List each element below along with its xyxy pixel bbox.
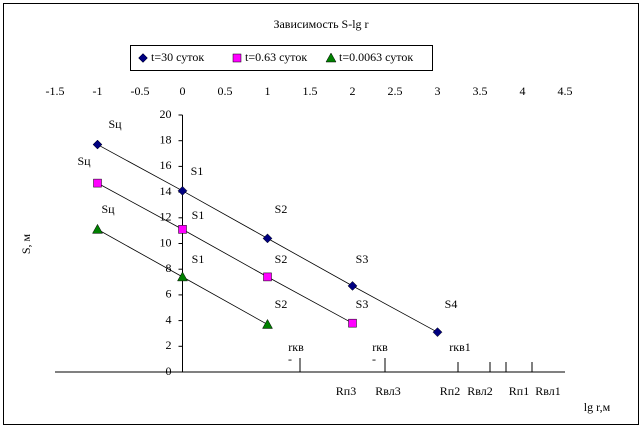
point xyxy=(347,281,358,291)
annotation: S2 xyxy=(275,202,288,216)
x-tick-label: -0.5 xyxy=(131,84,150,98)
annotation: S3 xyxy=(356,252,369,266)
point xyxy=(262,318,273,329)
point xyxy=(263,272,272,282)
series-line xyxy=(97,182,353,324)
x-axis-label: lg r,м xyxy=(584,400,611,414)
point xyxy=(178,225,187,234)
x-tick-label: -1 xyxy=(93,84,103,98)
point xyxy=(177,185,188,196)
y-tick-label: 8 xyxy=(166,261,172,275)
x-tick-label: 3.5 xyxy=(473,84,488,98)
annotation: rкв1 xyxy=(449,340,471,354)
y-tick-label: 12 xyxy=(160,210,172,224)
annotation: Rвл3 xyxy=(375,384,401,398)
y-tick-label: 2 xyxy=(166,338,172,352)
annotation: S1 xyxy=(191,164,204,178)
legend-label: t=0.63 суток xyxy=(245,50,307,64)
x-tick-label: 2.5 xyxy=(388,84,403,98)
x-tick-label: 3 xyxy=(435,84,441,98)
annotation: Rвл2 xyxy=(467,384,493,398)
chart-title: Зависимость S-lg r xyxy=(273,17,368,31)
annotation: Sц xyxy=(77,154,91,168)
y-tick-label: 10 xyxy=(160,235,172,249)
annotation: - xyxy=(288,352,292,366)
y-tick-label: 16 xyxy=(160,158,172,172)
x-tick-label: 0.5 xyxy=(218,84,233,98)
legend-marker xyxy=(138,53,148,63)
axis-markers xyxy=(299,358,533,372)
x-tick-label: 4.5 xyxy=(558,84,573,98)
legend-box xyxy=(130,45,433,71)
annotation: S1 xyxy=(192,208,205,222)
point xyxy=(348,318,357,328)
x-tick-label: 2 xyxy=(350,84,356,98)
annotation: S4 xyxy=(445,297,458,311)
legend-label: t=0.0063 суток xyxy=(339,50,413,64)
annotation: S2 xyxy=(275,297,288,311)
legend-label: t=30 суток xyxy=(151,50,204,64)
x-tick-label: 1 xyxy=(265,84,271,98)
y-tick-label: 6 xyxy=(166,287,172,301)
y-tick-label: 4 xyxy=(166,312,172,326)
x-tick-label: 0 xyxy=(180,84,186,98)
annotation: Sц xyxy=(108,117,122,131)
point xyxy=(432,327,443,338)
point xyxy=(262,233,273,244)
annotation: S2 xyxy=(275,252,288,266)
annotation: Rп1 xyxy=(509,384,529,398)
x-tick-label: -1.5 xyxy=(46,84,65,98)
annotation: S1 xyxy=(192,252,205,266)
x-tick-label: 1.5 xyxy=(303,84,318,98)
y-tick-label: 0 xyxy=(166,364,172,378)
y-tick-label: 14 xyxy=(160,184,172,198)
point xyxy=(177,271,188,282)
legend-marker xyxy=(325,52,337,63)
annotation: - xyxy=(372,352,376,366)
annotation: S3 xyxy=(356,297,369,311)
legend-marker xyxy=(232,53,242,63)
point xyxy=(92,223,103,234)
annotation: Rп3 xyxy=(336,384,356,398)
y-axis-label: S, м xyxy=(19,233,33,254)
annotation: Rп2 xyxy=(440,384,460,398)
chart-border xyxy=(3,3,639,425)
y-tick-label: 18 xyxy=(160,132,172,146)
point xyxy=(92,139,103,150)
x-tick-label: 4 xyxy=(520,84,526,98)
annotation: Sц xyxy=(101,202,115,216)
annotation: rкв xyxy=(372,340,388,354)
point xyxy=(93,178,102,188)
annotation: rкв xyxy=(288,340,304,354)
annotation: Rвл1 xyxy=(535,384,561,398)
y-tick-label: 20 xyxy=(160,107,172,121)
